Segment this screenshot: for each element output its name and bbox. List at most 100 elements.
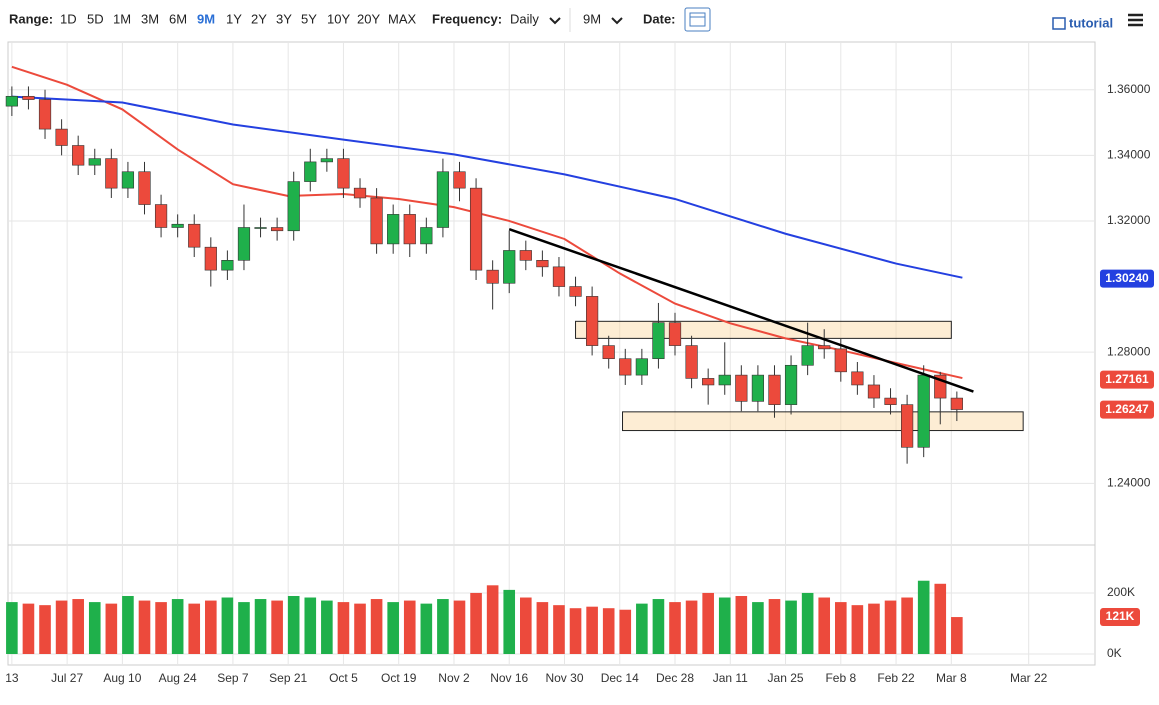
volume-bar <box>934 583 947 655</box>
volume-bar <box>171 599 184 655</box>
volume-bar <box>122 595 134 655</box>
volume-bar <box>354 603 366 655</box>
frequency-select[interactable]: Daily <box>510 11 539 26</box>
candle-body <box>586 296 599 346</box>
volume-bar <box>868 603 880 655</box>
volume-bar <box>951 617 963 655</box>
candle-body <box>88 158 101 166</box>
candle-body <box>304 161 317 182</box>
volume-bar <box>685 600 698 655</box>
candle-body <box>55 128 68 146</box>
calendar-button[interactable] <box>684 7 711 32</box>
candle-body <box>718 374 731 386</box>
volume-bar <box>55 600 68 655</box>
trend-line <box>508 227 974 393</box>
candle-body <box>5 95 18 107</box>
volume-bar <box>321 600 333 655</box>
range-button[interactable]: 10Y <box>327 11 350 26</box>
y-tick-label: 1.36000 <box>1107 82 1151 96</box>
range-button[interactable]: 5D <box>87 11 104 26</box>
candle-body <box>652 322 665 360</box>
x-tick-label: Nov 16 <box>490 671 528 685</box>
candle-body <box>370 197 383 245</box>
volume-bar <box>304 597 317 655</box>
candle-body <box>519 250 532 261</box>
volume-bar <box>702 592 714 655</box>
last-volume-label: 121K <box>1106 609 1135 623</box>
candle-body <box>486 269 499 284</box>
range-button[interactable]: 1M <box>113 11 131 26</box>
x-tick-label: Nov 30 <box>545 671 583 685</box>
candle-body <box>784 364 798 405</box>
x-tick-label: Oct 5 <box>329 671 358 685</box>
x-tick-label: Nov 2 <box>438 671 470 685</box>
volume-bar <box>72 599 84 655</box>
volume-bar <box>801 592 814 655</box>
candle-body <box>552 266 566 287</box>
candle-body <box>751 374 765 402</box>
last-value-label: 1.30240 <box>1105 271 1149 285</box>
range-button[interactable]: 9M <box>197 11 215 26</box>
candle-body <box>834 348 847 373</box>
volume-bar <box>735 595 748 655</box>
period-select[interactable]: 9M <box>583 11 601 26</box>
volume-bar <box>536 602 549 655</box>
candle-body <box>735 374 748 402</box>
last-value-tag <box>1100 400 1154 419</box>
candle-body <box>917 374 930 448</box>
range-button[interactable]: 1Y <box>226 11 242 26</box>
menu-button[interactable] <box>1128 13 1143 27</box>
last-volume-tag <box>1100 608 1140 627</box>
tutorial-icon <box>1052 17 1066 30</box>
volume-bar <box>470 592 482 655</box>
volume-bar <box>834 602 847 655</box>
range-button[interactable]: 5Y <box>301 11 317 26</box>
volume-bar <box>884 600 897 655</box>
support-zone <box>622 411 1024 432</box>
candle-body <box>204 246 217 271</box>
x-tick-label: Aug 10 <box>103 671 141 685</box>
volume-bar <box>403 600 416 655</box>
candle-body <box>436 171 450 228</box>
volume-bar <box>221 597 234 655</box>
volume-bar <box>768 599 781 655</box>
x-tick-label: Dec 28 <box>656 671 694 685</box>
candle-body <box>950 397 963 410</box>
range-button[interactable]: 2Y <box>251 11 267 26</box>
candle-body <box>237 227 251 261</box>
volume-bar <box>569 608 582 655</box>
volume-bar <box>88 602 101 655</box>
range-button[interactable]: 20Y <box>357 11 380 26</box>
range-button[interactable]: MAX <box>388 11 417 26</box>
chevron <box>549 17 561 25</box>
range-button[interactable]: 1D <box>60 11 77 26</box>
range-button[interactable]: 3Y <box>276 11 292 26</box>
last-value-tag <box>1100 370 1154 389</box>
candle-body <box>320 158 333 163</box>
tutorial-link[interactable]: tutorial <box>1069 15 1113 30</box>
volume-bar <box>138 600 151 655</box>
candle-body <box>635 358 648 376</box>
candle-body <box>469 187 483 271</box>
candle-body <box>851 371 864 386</box>
volume-tick-label: 0K <box>1107 646 1122 660</box>
range-button[interactable]: 3M <box>141 11 159 26</box>
range-button[interactable]: 6M <box>169 11 187 26</box>
moving-average <box>11 95 963 279</box>
candle-body <box>188 223 201 248</box>
volume-bar <box>718 597 731 655</box>
candle-body <box>453 171 466 189</box>
candle-body <box>121 171 135 189</box>
range-label: Range: <box>9 11 53 26</box>
candle-body <box>702 378 715 386</box>
candle-body <box>867 384 881 399</box>
x-tick-label: Mar 22 <box>1010 671 1048 685</box>
candle-body <box>353 187 367 199</box>
candle-body <box>221 260 234 271</box>
x-tick-label: Feb 22 <box>877 671 915 685</box>
volume-bar <box>901 597 913 655</box>
volume-bar <box>271 600 283 655</box>
x-tick-label: Sep 21 <box>269 671 307 685</box>
volume-bar <box>254 599 267 655</box>
date-label: Date: <box>643 11 676 26</box>
